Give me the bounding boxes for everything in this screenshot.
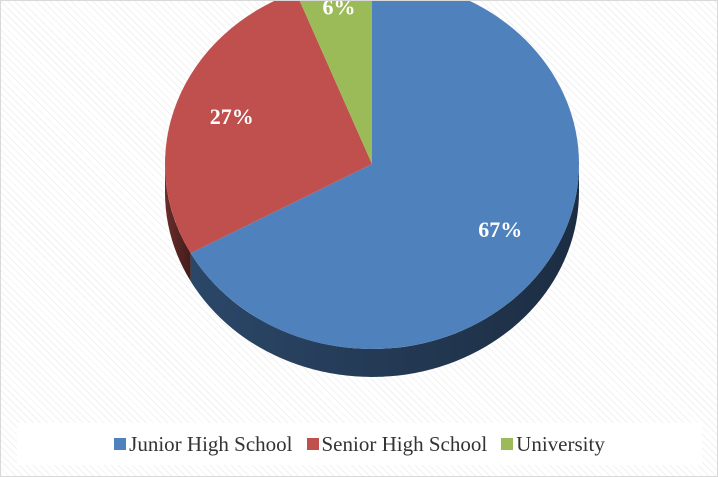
legend-item-university: University: [501, 432, 605, 457]
pie-slice-senior-high: [165, 1, 372, 254]
pie-side-senior-high: [165, 164, 191, 282]
legend-label-junior-high: Junior High School: [129, 431, 293, 456]
legend: Junior High School Senior High School Un…: [17, 423, 702, 465]
legend-label-university: University: [516, 431, 605, 456]
pie-slice-junior-high: [190, 1, 579, 349]
legend-swatch-senior-high: [306, 438, 319, 450]
legend-swatch-university: [501, 438, 514, 450]
legend-item-junior-high: Junior High School: [114, 431, 293, 457]
data-label-junior-high: 67%: [478, 217, 522, 242]
pie-chart: 67% 27% 6%: [165, 1, 579, 377]
legend-item-senior-high: Senior High School: [306, 431, 488, 457]
legend-label-senior-high: Senior High School: [321, 431, 488, 456]
data-label-senior-high: 27%: [210, 104, 254, 129]
pie-slice-university: [299, 1, 372, 164]
pie-side-junior-high: [190, 164, 579, 377]
legend-swatch-junior-high: [114, 438, 127, 450]
data-label-university: 6%: [323, 1, 356, 20]
